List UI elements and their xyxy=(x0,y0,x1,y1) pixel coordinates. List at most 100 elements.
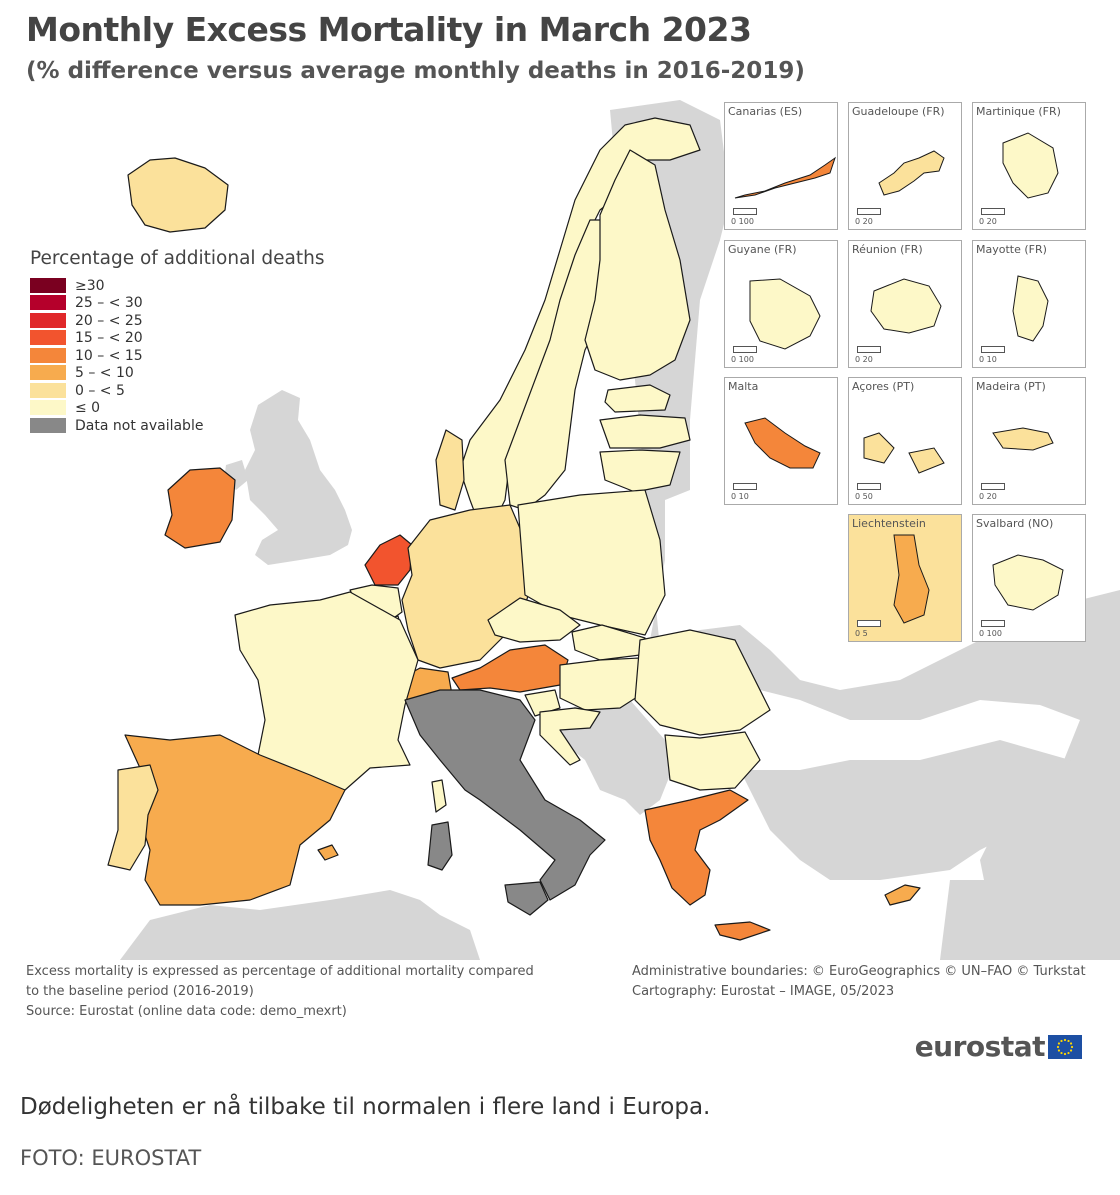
legend-label: 15 – < 20 xyxy=(75,330,143,347)
inset-region-martinique-fr xyxy=(1002,132,1059,199)
scale-label: 0 20 xyxy=(979,217,997,226)
scale-bar xyxy=(857,208,881,215)
eu-star xyxy=(1057,1048,1061,1052)
inset-map-shape xyxy=(863,432,945,474)
scale-bar xyxy=(733,483,757,490)
cartography-note: Cartography: Eurostat – IMAGE, 05/2023 xyxy=(632,984,895,999)
legend-label: 20 – < 25 xyxy=(75,312,143,329)
inset-map-shape xyxy=(1012,275,1049,342)
legend-label: ≥30 xyxy=(75,277,105,294)
inset-map-shape xyxy=(870,278,942,334)
inset-region-svalbard-no xyxy=(992,554,1064,611)
scale-bar xyxy=(857,346,881,353)
map-region-spain xyxy=(124,734,346,906)
inset-label: Svalbard (NO) xyxy=(976,517,1054,530)
inset-label: Açores (PT) xyxy=(852,380,915,393)
photo-caption: Dødeligheten er nå tilbake til normalen … xyxy=(20,1094,711,1120)
methodology-note: Excess mortality is expressed as percent… xyxy=(26,962,534,1022)
scale-label: 0 100 xyxy=(731,355,754,364)
map-region-croatia xyxy=(539,707,601,766)
eu-star xyxy=(1057,1041,1061,1045)
scale-label: 0 10 xyxy=(979,355,997,364)
scale-label: 0 20 xyxy=(979,492,997,501)
map-region-hungary xyxy=(559,657,649,711)
map-region-lithuania xyxy=(599,449,681,493)
legend-swatch xyxy=(30,347,66,364)
eu-star xyxy=(1060,1039,1063,1042)
inset-guyane-fr: Guyane (FR) 0 100 xyxy=(724,240,838,368)
eu-star xyxy=(1063,1038,1067,1041)
eurostat-wordmark: eurostat xyxy=(914,1030,1046,1063)
map-region-balearics xyxy=(317,844,339,861)
legend-label: 10 – < 15 xyxy=(75,347,143,364)
legend-item: 0 – < 5 xyxy=(30,382,325,400)
inset-label: Canarias (ES) xyxy=(728,105,803,118)
map-region-latvia xyxy=(599,414,691,449)
inset-canarias-es: Canarias (ES) 0 100 xyxy=(724,102,838,230)
map-region-uk xyxy=(245,390,352,565)
map-region-east-europe xyxy=(610,100,1120,960)
map-subtitle: (% difference versus average monthly dea… xyxy=(26,58,805,84)
map-region-finland xyxy=(584,149,691,381)
note-line-2: to the baseline period (2016-2019) xyxy=(26,984,254,999)
credits-note: Administrative boundaries: © EuroGeograp… xyxy=(632,962,1086,1002)
map-region-france xyxy=(234,591,419,791)
legend-item: ≤ 0 xyxy=(30,400,325,418)
scale-bar xyxy=(857,620,881,627)
legend-item: ≥30 xyxy=(30,277,325,295)
scale-bar xyxy=(733,208,757,215)
map-region-greece xyxy=(644,789,749,906)
legend-title: Percentage of additional deaths xyxy=(30,248,325,269)
scale-bar xyxy=(981,483,1005,490)
map-region-ireland xyxy=(164,467,236,549)
inset-martinique-fr: Martinique (FR) 0 20 xyxy=(972,102,1086,230)
scale-bar xyxy=(981,208,1005,215)
inset-region-madeira-pt xyxy=(992,427,1054,451)
map-region-slovenia xyxy=(524,689,561,717)
legend-swatch xyxy=(30,382,66,399)
inset-region-a-ores-pt xyxy=(863,432,945,474)
legend-item: 20 – < 25 xyxy=(30,312,325,330)
inset-label: Guyane (FR) xyxy=(728,243,797,256)
eu-flag-icon xyxy=(1048,1034,1082,1059)
inset-label: Martinique (FR) xyxy=(976,105,1061,118)
eu-star xyxy=(1056,1045,1060,1048)
scale-bar xyxy=(981,346,1005,353)
inset-map-shape xyxy=(1002,132,1059,199)
inset-map-shape xyxy=(992,554,1064,611)
map-title: Monthly Excess Mortality in March 2023 xyxy=(26,10,752,49)
map-region-crete xyxy=(714,921,771,941)
scale-bar xyxy=(733,346,757,353)
legend-item: 25 – < 30 xyxy=(30,295,325,313)
inset-map-shape xyxy=(744,417,821,469)
inset-liechtenstein: Liechtenstein 0 5 xyxy=(848,514,962,642)
inset-label: Mayotte (FR) xyxy=(976,243,1047,256)
inset-a-ores-pt: Açores (PT) 0 50 xyxy=(848,377,962,505)
scale-bar xyxy=(981,620,1005,627)
boundaries-note: Administrative boundaries: © EuroGeograp… xyxy=(632,964,1086,979)
inset-guadeloupe-fr: Guadeloupe (FR) 0 20 xyxy=(848,102,962,230)
inset-label: Réunion (FR) xyxy=(852,243,923,256)
legend-swatch xyxy=(30,295,66,312)
inset-region-mayotte-fr xyxy=(1012,275,1049,342)
inset-mayotte-fr: Mayotte (FR) 0 10 xyxy=(972,240,1086,368)
map-region-north-africa xyxy=(120,890,480,960)
note-line-1: Excess mortality is expressed as percent… xyxy=(26,964,534,979)
legend-label: Data not available xyxy=(75,417,204,434)
legend-items: ≥30 25 – < 30 20 – < 25 15 – < 20 10 – < 15 5… xyxy=(30,277,325,435)
map-region-portugal xyxy=(107,764,159,871)
inset-region-liechtenstein xyxy=(893,534,930,624)
scale-label: 0 5 xyxy=(855,629,868,638)
map-region-bulgaria xyxy=(664,731,761,791)
eu-star xyxy=(1067,1039,1070,1042)
inset-map-shape xyxy=(734,156,836,199)
map-region-cyprus xyxy=(884,884,921,906)
scale-bar xyxy=(857,483,881,490)
legend-swatch xyxy=(30,312,66,329)
map-region-romania xyxy=(634,629,771,736)
inset-region-canarias-es xyxy=(734,156,836,199)
inset-svalbard-no: Svalbard (NO) 0 100 xyxy=(972,514,1086,642)
inset-malta: Malta 0 10 xyxy=(724,377,838,505)
eu-star xyxy=(1067,1051,1070,1054)
